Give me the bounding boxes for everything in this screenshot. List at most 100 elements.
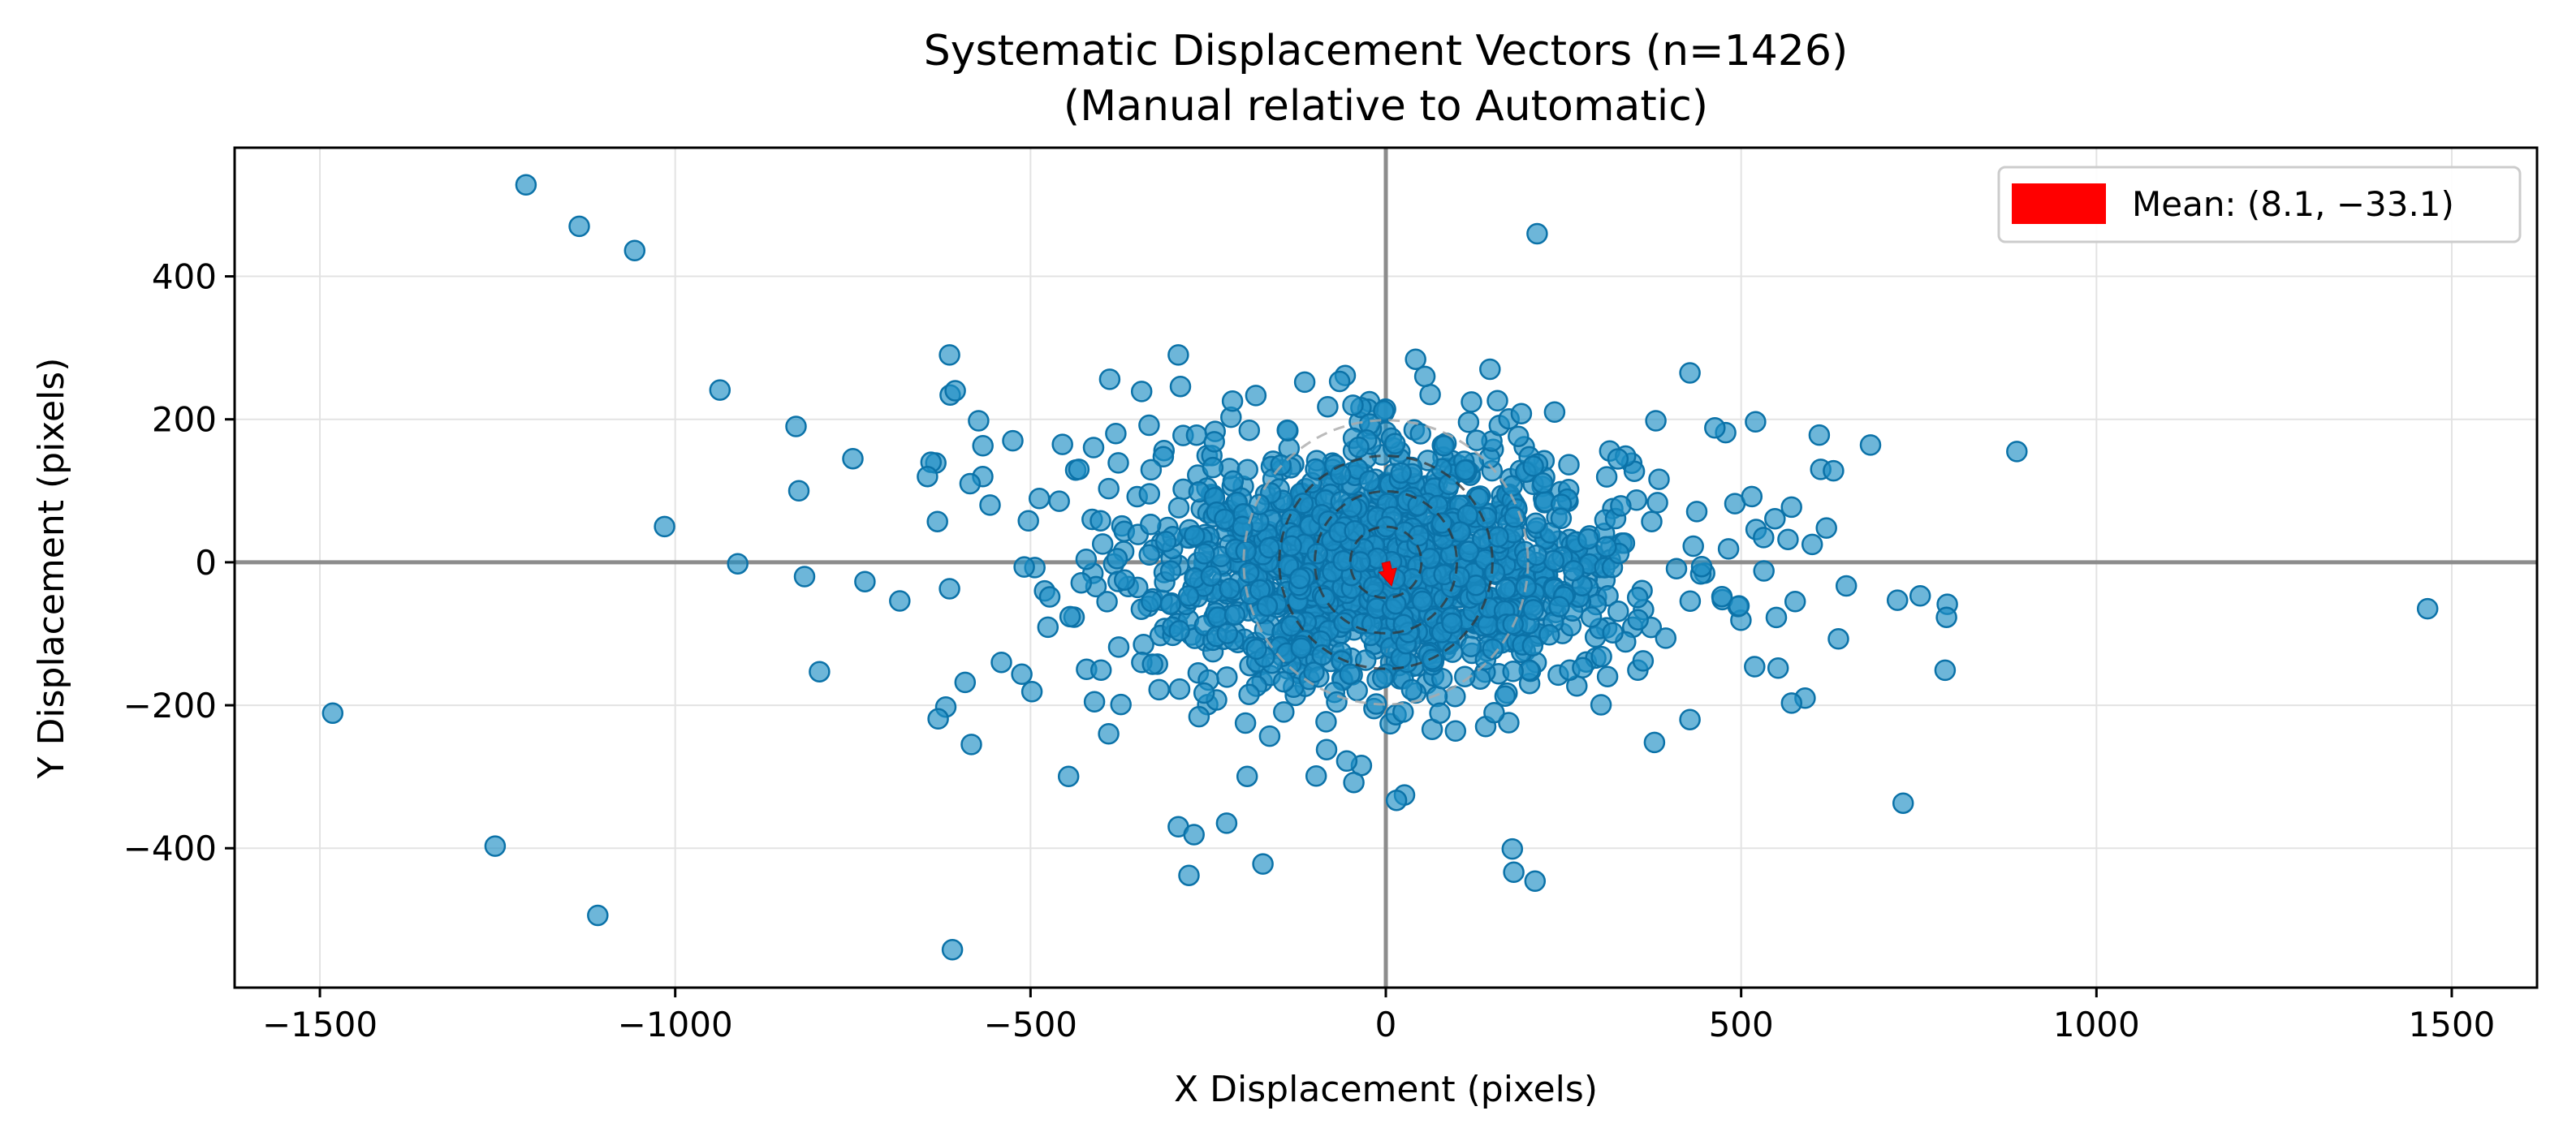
- data-point: [889, 590, 911, 612]
- data-point: [1075, 548, 1098, 570]
- data-point: [1236, 459, 1258, 481]
- data-point: [1335, 750, 1358, 773]
- data-point: [484, 835, 507, 857]
- data-point: [1405, 348, 1426, 370]
- data-point: [1222, 470, 1245, 492]
- data-point: [1430, 512, 1453, 534]
- data-point: [1256, 595, 1279, 618]
- axis-ticks: −1500 −1000 −500 0 500 1000 1500 −400 −200 0 200 40…: [123, 257, 2496, 1044]
- data-point: [1543, 401, 1566, 424]
- data-point: [787, 480, 810, 502]
- data-point: [1020, 681, 1043, 703]
- data-point: [1892, 792, 1914, 814]
- data-point: [1777, 528, 1799, 550]
- data-point: [2006, 441, 2028, 463]
- data-point: [1454, 459, 1476, 481]
- data-point: [1502, 661, 1524, 682]
- data-point: [1457, 411, 1480, 433]
- data-point: [1641, 510, 1663, 532]
- data-point: [1728, 595, 1750, 617]
- data-point: [1646, 492, 1668, 514]
- data-point: [1037, 616, 1059, 639]
- data-point: [1011, 663, 1033, 686]
- data-point: [1140, 514, 1162, 536]
- data-point: [785, 415, 807, 437]
- data-point: [1765, 606, 1788, 629]
- data-point: [1602, 622, 1624, 644]
- data-point: [1154, 531, 1177, 553]
- data-point: [1390, 462, 1412, 484]
- data-point: [1392, 614, 1415, 635]
- data-point: [1258, 536, 1280, 559]
- data-point: [1167, 497, 1190, 519]
- data-point: [1107, 452, 1129, 474]
- data-point: [1315, 711, 1337, 733]
- data-point: [1098, 723, 1120, 745]
- data-point: [1168, 678, 1191, 700]
- data-point: [1508, 425, 1530, 447]
- data-point: [1048, 490, 1070, 512]
- data-point: [1339, 663, 1361, 685]
- data-point: [1130, 381, 1153, 403]
- data-point: [1784, 591, 1806, 613]
- data-point: [842, 447, 864, 470]
- data-point: [1580, 606, 1603, 628]
- y-axis-label: Y Displacement (pixels): [31, 358, 72, 780]
- data-point: [515, 174, 537, 196]
- data-point: [1107, 636, 1130, 658]
- data-point: [1326, 691, 1348, 713]
- data-point: [926, 510, 948, 532]
- data-point: [1082, 437, 1105, 459]
- data-point: [1348, 436, 1370, 459]
- mean-vector: [1378, 561, 1397, 588]
- data-point: [1548, 596, 1570, 618]
- data-point: [1068, 459, 1090, 480]
- data-point: [1479, 358, 1501, 381]
- data-point: [1645, 410, 1667, 432]
- data-point: [1070, 571, 1093, 594]
- data-point: [1203, 431, 1225, 453]
- data-point: [1711, 585, 1733, 608]
- data-point: [959, 472, 982, 495]
- data-point: [1590, 645, 1612, 668]
- x-tick-label: −1500: [262, 1005, 378, 1044]
- data-point: [1934, 659, 1957, 682]
- data-point: [1780, 692, 1803, 714]
- x-tick-label: −500: [984, 1005, 1077, 1044]
- data-point: [1159, 593, 1181, 615]
- data-point: [1362, 575, 1385, 598]
- data-point: [587, 904, 609, 927]
- legend-label-mean: Mean: (8.1, −33.1): [2132, 184, 2454, 224]
- data-point: [1328, 370, 1351, 393]
- data-point: [1510, 403, 1533, 424]
- y-tick-label: 0: [195, 543, 217, 583]
- data-point: [1408, 524, 1430, 547]
- data-point: [1059, 605, 1081, 628]
- data-point: [960, 734, 982, 756]
- data-point: [1038, 586, 1061, 608]
- data-point: [1373, 399, 1395, 422]
- data-point: [1188, 705, 1210, 728]
- data-point: [1744, 656, 1766, 678]
- x-axis-label: X Displacement (pixels): [1174, 1069, 1598, 1110]
- data-point: [1525, 544, 1547, 566]
- data-point: [1306, 542, 1329, 565]
- data-point: [1223, 604, 1246, 626]
- data-point: [1457, 540, 1480, 562]
- data-point: [1596, 665, 1619, 687]
- data-point: [1522, 599, 1544, 621]
- data-point: [1626, 587, 1649, 609]
- data-point: [1083, 691, 1106, 713]
- data-point: [2416, 597, 2439, 620]
- data-point: [1216, 666, 1238, 688]
- data-point: [1682, 535, 1704, 558]
- data-point: [990, 651, 1012, 674]
- data-point: [979, 494, 1001, 516]
- data-point: [1358, 470, 1381, 492]
- data-point: [1317, 395, 1339, 418]
- x-tick-label: 500: [1709, 1005, 1774, 1044]
- reference-circle: [1278, 454, 1494, 670]
- data-point: [1685, 501, 1708, 523]
- data-point: [1679, 708, 1701, 730]
